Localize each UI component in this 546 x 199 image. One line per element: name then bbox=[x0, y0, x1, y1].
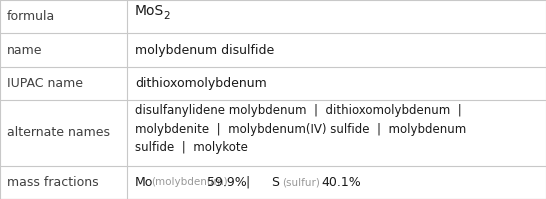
Text: 2: 2 bbox=[163, 11, 170, 21]
Text: IUPAC name: IUPAC name bbox=[7, 77, 82, 90]
Text: 40.1%: 40.1% bbox=[322, 176, 361, 189]
Text: Mo: Mo bbox=[135, 176, 153, 189]
Text: 59.9%: 59.9% bbox=[207, 176, 247, 189]
Text: alternate names: alternate names bbox=[7, 126, 110, 139]
Text: mass fractions: mass fractions bbox=[7, 176, 98, 189]
Text: name: name bbox=[7, 44, 42, 57]
Text: dithioxomolybdenum: dithioxomolybdenum bbox=[135, 77, 266, 90]
Text: |: | bbox=[234, 176, 263, 189]
Text: (molybdenum): (molybdenum) bbox=[151, 177, 228, 187]
Text: disulfanylidene molybdenum  |  dithioxomolybdenum  |
molybdenite  |  molybdenum(: disulfanylidene molybdenum | dithioxomol… bbox=[135, 104, 466, 154]
Text: S: S bbox=[271, 176, 280, 189]
Text: formula: formula bbox=[7, 10, 55, 23]
Text: molybdenum disulfide: molybdenum disulfide bbox=[135, 44, 274, 57]
Text: MoS: MoS bbox=[135, 4, 164, 18]
Text: (sulfur): (sulfur) bbox=[282, 177, 320, 187]
